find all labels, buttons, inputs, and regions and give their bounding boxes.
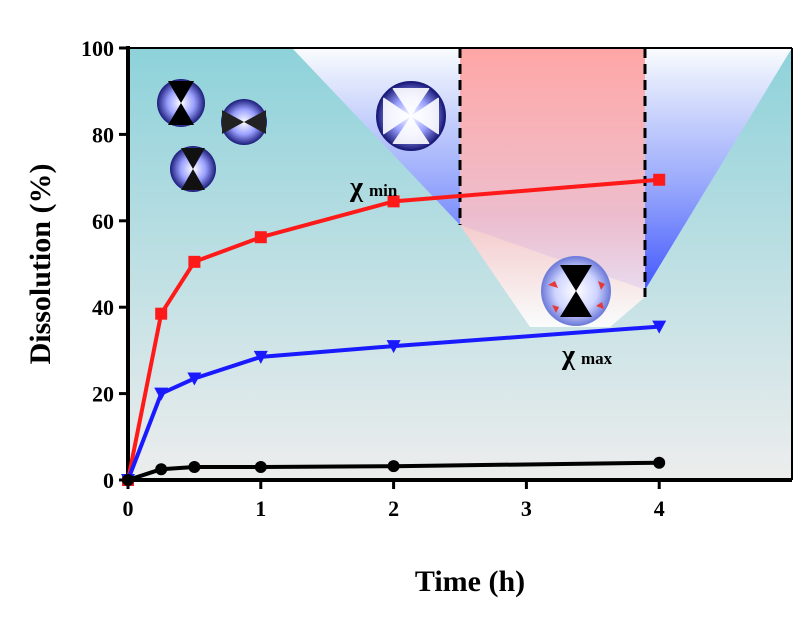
series-line-0 xyxy=(126,177,660,481)
sphere-icon xyxy=(170,146,216,192)
data-point xyxy=(386,340,401,354)
chi-min-label: χ min xyxy=(349,172,398,203)
data-point xyxy=(188,255,201,268)
sphere-icon xyxy=(541,256,611,326)
x-tick-label: 0 xyxy=(123,496,134,521)
data-point xyxy=(387,460,400,473)
data-point xyxy=(188,461,201,474)
sphere-icon xyxy=(221,99,267,145)
data-point xyxy=(254,461,267,474)
data-point xyxy=(653,173,666,186)
series-layer xyxy=(121,173,667,487)
data-point xyxy=(155,463,168,476)
y-tick-label: 20 xyxy=(92,382,114,407)
y-tick-label: 0 xyxy=(103,468,114,493)
data-point xyxy=(187,372,202,386)
y-axis-title: Dissolution (%) xyxy=(24,164,57,365)
series-line-1 xyxy=(126,324,660,481)
data-point xyxy=(122,474,134,486)
data-point xyxy=(253,350,268,364)
data-point xyxy=(653,456,666,469)
x-tick-label: 4 xyxy=(654,496,665,521)
x-tick-label: 1 xyxy=(255,496,266,521)
chi-max-label: χ max xyxy=(561,340,613,371)
y-tick-label: 100 xyxy=(81,36,114,61)
data-point xyxy=(387,195,400,208)
x-axis-title: Time (h) xyxy=(415,565,525,598)
sphere-icon xyxy=(157,79,205,127)
data-point xyxy=(254,231,267,244)
axis-ticks: 0 20 40 60 80 100 0 1 2 3 4 xyxy=(81,36,665,521)
sphere-icon xyxy=(376,81,446,151)
particle-icons xyxy=(157,79,611,326)
data-point xyxy=(652,320,667,334)
data-point xyxy=(155,307,168,320)
y-tick-label: 40 xyxy=(92,295,114,320)
x-tick-label: 3 xyxy=(521,496,532,521)
axes-frame xyxy=(126,46,793,482)
y-tick-label: 60 xyxy=(92,209,114,234)
x-tick-label: 2 xyxy=(388,496,399,521)
data-point xyxy=(154,387,169,401)
y-tick-label: 80 xyxy=(92,122,114,147)
